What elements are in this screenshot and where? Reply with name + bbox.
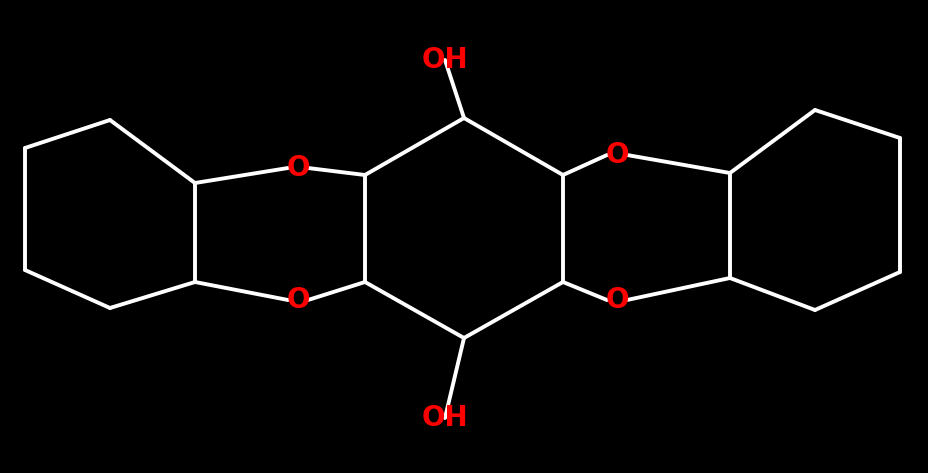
Text: O: O: [605, 141, 628, 169]
Text: O: O: [286, 154, 309, 182]
Text: OH: OH: [421, 404, 468, 432]
Text: O: O: [286, 286, 309, 314]
Text: OH: OH: [421, 46, 468, 74]
Text: O: O: [605, 286, 628, 314]
